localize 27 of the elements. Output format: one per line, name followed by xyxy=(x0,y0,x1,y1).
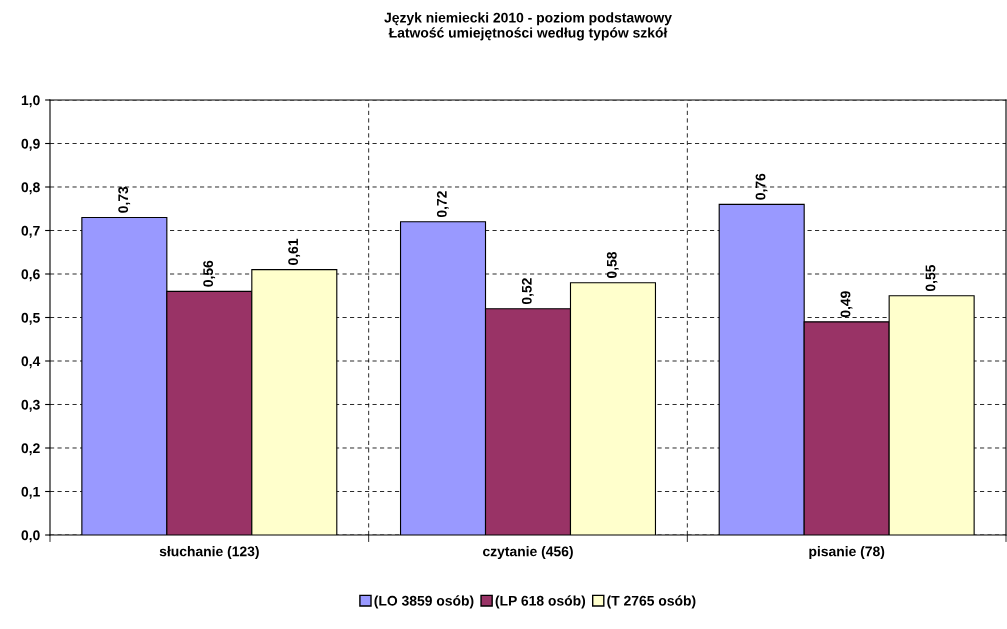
y-tick-label: 1,0 xyxy=(21,95,40,108)
data-label: 0,73 xyxy=(118,186,131,213)
data-label: 0,72 xyxy=(436,191,449,218)
chart-title: Język niemiecki 2010 - poziom podstawowy Łatwość umiejętności według typów szkół xyxy=(384,12,672,41)
y-tick-label: 0,8 xyxy=(21,182,40,195)
y-tick-label: 0,3 xyxy=(21,399,40,412)
y-tick-label: 0,0 xyxy=(21,530,40,543)
legend-label: (T 2765 osób) xyxy=(607,595,696,609)
y-tick-label: 0,6 xyxy=(21,269,40,282)
y-tick-label: 0,5 xyxy=(21,312,40,325)
y-tick-label: 0,2 xyxy=(21,443,40,456)
data-label: 0,58 xyxy=(606,251,619,278)
x-tick-label: słuchanie (123) xyxy=(159,546,259,560)
x-tick-label: pisanie (78) xyxy=(809,546,885,560)
y-tick-label: 0,4 xyxy=(21,356,41,369)
legend-label: (LP 618 osób) xyxy=(495,595,586,609)
data-label: 0,61 xyxy=(288,238,301,265)
data-label: 0,55 xyxy=(925,264,938,292)
y-tick-label: 0,1 xyxy=(21,486,40,499)
data-label: 0,56 xyxy=(203,260,216,287)
x-tick-label: czytanie (456) xyxy=(483,546,573,560)
y-tick-label: 0,9 xyxy=(21,138,40,151)
data-label: 0,52 xyxy=(521,278,534,305)
data-label: 0,76 xyxy=(755,173,768,200)
data-label: 0,49 xyxy=(840,291,853,318)
y-tick-label: 0,7 xyxy=(21,225,40,238)
legend-label: (LO 3859 osób) xyxy=(374,595,474,609)
